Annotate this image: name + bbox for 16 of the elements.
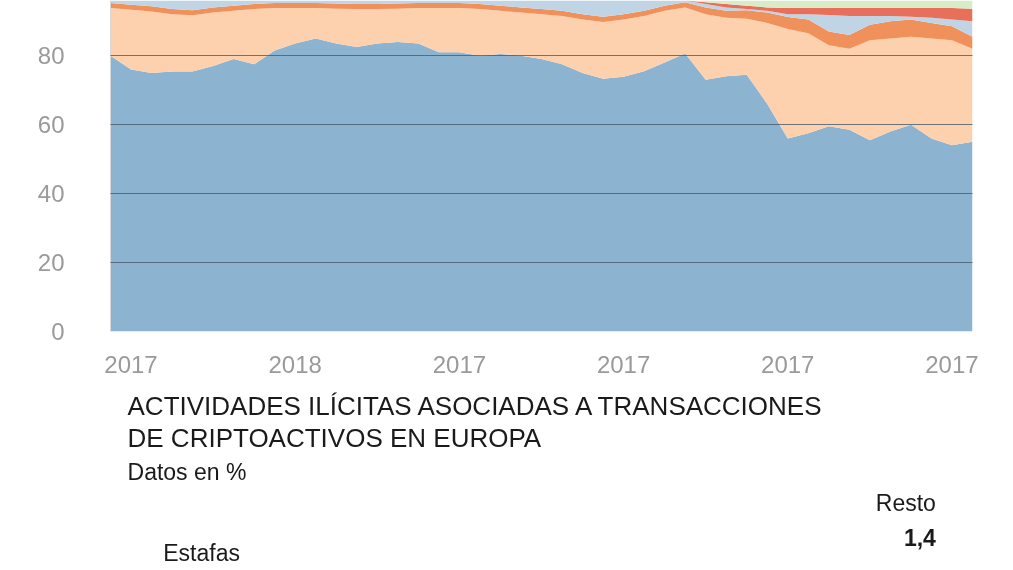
x-tick-label: 2017	[596, 350, 651, 378]
y-tick-label: 20	[37, 249, 65, 277]
text: Datos en %	[127, 458, 247, 485]
text: Resto	[875, 489, 936, 516]
x-tick-label: 2017	[104, 350, 158, 378]
x-tick-label: 2018	[268, 350, 322, 378]
y-tick-label: 40	[37, 180, 65, 208]
text: 1,4	[903, 524, 937, 551]
y-tick-label: 80	[37, 42, 65, 70]
y-tick-label: 0	[51, 318, 65, 345]
x-tick-label: 2017	[761, 350, 815, 378]
text: ACTIVIDADES ILÍCITAS ASOCIADAS A TRANSACCIONES DE CRIPTOACTIVOS EN EUROPA	[127, 390, 822, 453]
x-tick-label: 2017	[925, 350, 979, 378]
x-tick-label: 2017	[432, 350, 487, 378]
y-tick-label: 60	[37, 111, 65, 139]
text: Estafas	[163, 539, 240, 566]
